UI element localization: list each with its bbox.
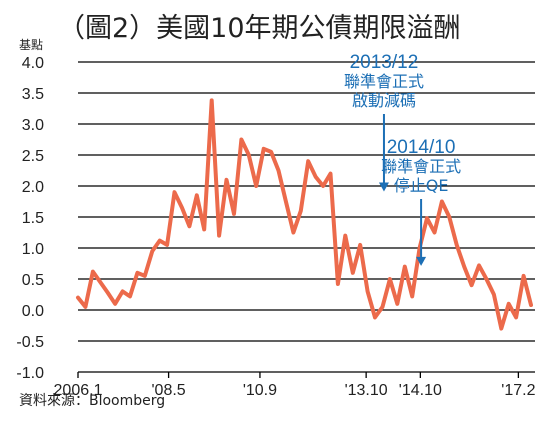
y-tick-label: 1.5: [22, 210, 44, 227]
x-tick-label: '14.10: [399, 382, 442, 399]
x-tick-label: '08.5: [151, 382, 185, 399]
x-axis-ticks: 2006.1 '08.5 '10.9 '13.10 '14.10 '17.2: [54, 372, 536, 399]
x-tick-label: '13.10: [345, 382, 388, 399]
y-tick-label: -1.0: [16, 365, 44, 382]
y-tick-label: 1.0: [22, 241, 44, 258]
y-tick-label: 2.5: [22, 148, 44, 165]
y-tick-label: 2.0: [22, 179, 44, 196]
y-tick-label: 4.0: [22, 55, 44, 72]
annotation-date: 2014/10: [387, 137, 456, 158]
series-line: [76, 98, 533, 331]
annotation-arrowhead: [416, 256, 427, 266]
source-note: 資料來源：Bloomberg: [19, 393, 165, 409]
x-tick-label: 2006.1: [54, 382, 103, 399]
annotation-arrowhead: [378, 182, 389, 192]
y-tick-label: 0.0: [22, 303, 44, 320]
y-axis-ticks: 4.0 3.5 3.0 2.5 2.0 1.5 1.0 0.5 0.0 -0.5 -1.0: [16, 55, 44, 382]
annotation-text: 聯準會正式: [344, 72, 424, 91]
x-tick-label: '10.9: [243, 382, 277, 399]
annotation-text: 停止QE: [394, 176, 449, 195]
y-tick-label: 0.5: [22, 272, 44, 289]
annotation-text: 啟動減碼: [352, 91, 416, 110]
y-tick-label: 3.0: [22, 117, 44, 134]
y-tick-label: 3.5: [22, 86, 44, 103]
y-axis-unit: 基點: [19, 38, 43, 52]
series-group: [76, 98, 533, 331]
chart-title: （圖2）美國10年期公債期限溢酬: [58, 13, 461, 44]
annotation-date: 2013/12: [350, 52, 419, 73]
y-tick-label: -0.5: [16, 334, 44, 351]
x-tick-label: '17.2: [501, 382, 535, 399]
annotation-text: 聯準會正式: [381, 157, 461, 176]
grid-lines: [78, 61, 535, 373]
